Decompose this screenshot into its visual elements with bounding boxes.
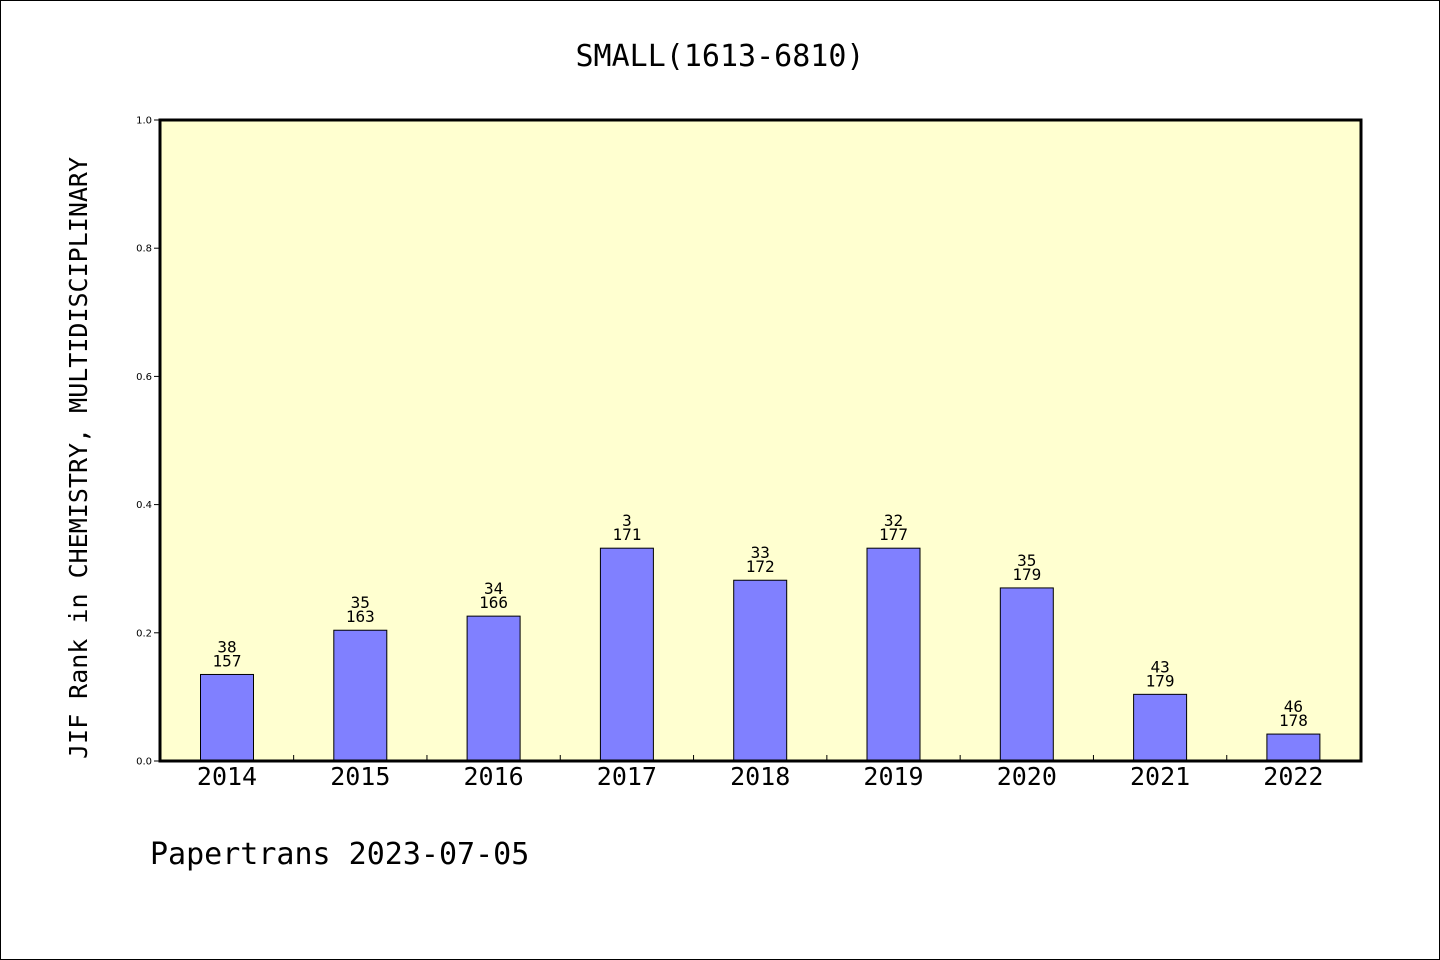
bar-total-label: 157 [213, 651, 242, 670]
plot-border [158, 118, 1363, 763]
bar-total-label: 178 [1279, 711, 1308, 730]
bar-rank-label: 46 [1284, 697, 1303, 716]
bar-total-label: 179 [1146, 671, 1175, 690]
bar [599, 547, 654, 762]
y-tick-label: 0.2 [136, 628, 152, 639]
y-tick-label: 0.6 [136, 372, 152, 383]
bar [333, 629, 388, 762]
y-axis-label: JIF Rank in CHEMISTRY, MULTIDISCIPLINARY [64, 157, 93, 759]
y-tick-label: 0.8 [136, 244, 152, 255]
x-tick-label: 2015 [330, 762, 390, 791]
x-tick-label: 2021 [1130, 762, 1190, 791]
bar [1133, 693, 1188, 762]
bar [200, 673, 254, 762]
bar-rank-label: 35 [1017, 551, 1036, 570]
bar-rank-label: 43 [1150, 657, 1169, 676]
bar [733, 579, 788, 762]
y-tick-label: 0.0 [136, 757, 152, 768]
bar-total-label: 172 [746, 557, 775, 576]
bar [999, 587, 1054, 762]
x-tick-label: 2019 [863, 762, 923, 791]
x-tick-label: 2016 [463, 762, 523, 791]
y-tick-label: 0.4 [136, 500, 152, 511]
bar [1266, 733, 1321, 762]
bar-rank-label: 33 [751, 543, 770, 562]
y-tick-label: 1.0 [136, 116, 152, 127]
bar-rank-label: 32 [884, 511, 903, 530]
x-tick-label: 2020 [997, 762, 1057, 791]
chart-marks: 0.00.20.40.60.81.03815720143516320153416… [136, 116, 1323, 792]
x-tick-label: 2022 [1263, 762, 1323, 791]
bar-total-label: 179 [1012, 565, 1041, 584]
bar-rank-label: 34 [484, 579, 503, 598]
bar-total-label: 166 [479, 593, 508, 612]
x-tick-label: 2018 [730, 762, 790, 791]
x-tick-label: 2017 [597, 762, 657, 791]
bar [466, 615, 521, 762]
bar [866, 547, 921, 762]
x-tick-label: 2014 [197, 762, 257, 791]
footer-text: Papertrans 2023-07-05 [150, 837, 529, 872]
chart-title: SMALL(1613-6810) [576, 39, 865, 74]
bar-total-label: 163 [346, 607, 375, 626]
bar-total-label: 177 [879, 525, 908, 544]
bar-total-label: 171 [612, 525, 641, 544]
bar-rank-label: 35 [351, 593, 370, 612]
bar-rank-label: 38 [217, 637, 236, 656]
bar-rank-label: 3 [622, 511, 632, 530]
